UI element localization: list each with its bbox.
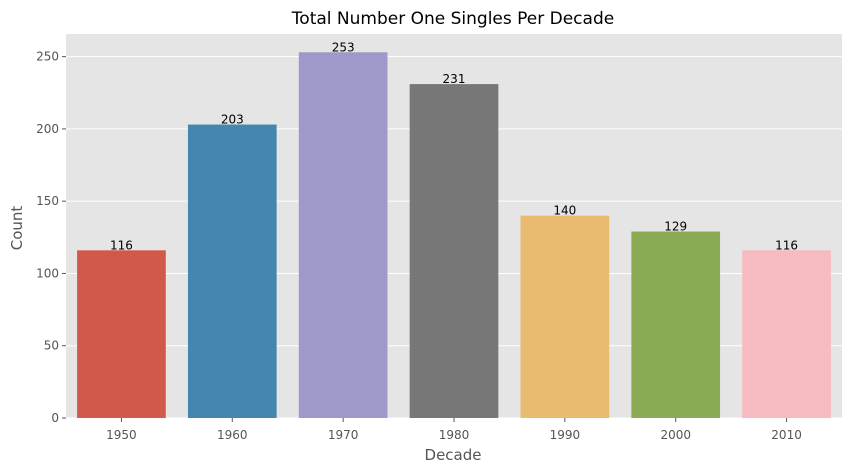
- y-tick-label: 200: [36, 122, 59, 136]
- x-tick-label-1950: 1950: [106, 428, 137, 442]
- y-tick-label: 150: [36, 194, 59, 208]
- chart-title: Total Number One Singles Per Decade: [291, 9, 614, 29]
- x-tick-label-1970: 1970: [328, 428, 359, 442]
- data-labels: 116 203 253 231 140 129 116: [110, 40, 798, 252]
- x-axis-ticks: 1950 1960 1970 1980 1990 2000 2010: [106, 418, 802, 442]
- y-tick-label: 250: [36, 50, 59, 64]
- data-label-2000: 129: [664, 220, 687, 234]
- data-label-1950: 116: [110, 238, 133, 252]
- bar-1950: [77, 250, 166, 418]
- x-tick-label-2010: 2010: [771, 428, 802, 442]
- data-label-1990: 140: [553, 204, 576, 218]
- x-axis-label: Decade: [425, 446, 482, 464]
- bar-1960: [187, 124, 277, 418]
- bar-2010: [742, 250, 831, 418]
- x-tick-label-1990: 1990: [550, 428, 581, 442]
- data-label-2010: 116: [775, 238, 798, 252]
- y-tick-label: 50: [44, 339, 59, 353]
- bar-1970: [298, 52, 388, 419]
- data-label-1960: 203: [221, 113, 244, 127]
- y-axis-ticks: 0 50 100 150 200 250: [36, 50, 66, 425]
- bar-1980: [409, 84, 499, 418]
- bars: [77, 52, 831, 419]
- data-label-1980: 231: [443, 72, 466, 86]
- data-label-1970: 253: [332, 40, 355, 54]
- x-tick-label-1980: 1980: [439, 428, 470, 442]
- y-tick-label: 100: [36, 266, 59, 280]
- x-tick-label-1960: 1960: [217, 428, 248, 442]
- bar-1990: [520, 215, 610, 418]
- y-tick-label: 0: [51, 411, 59, 425]
- bar-2000: [631, 231, 721, 418]
- y-axis-label: Count: [8, 206, 26, 251]
- x-tick-label-2000: 2000: [660, 428, 691, 442]
